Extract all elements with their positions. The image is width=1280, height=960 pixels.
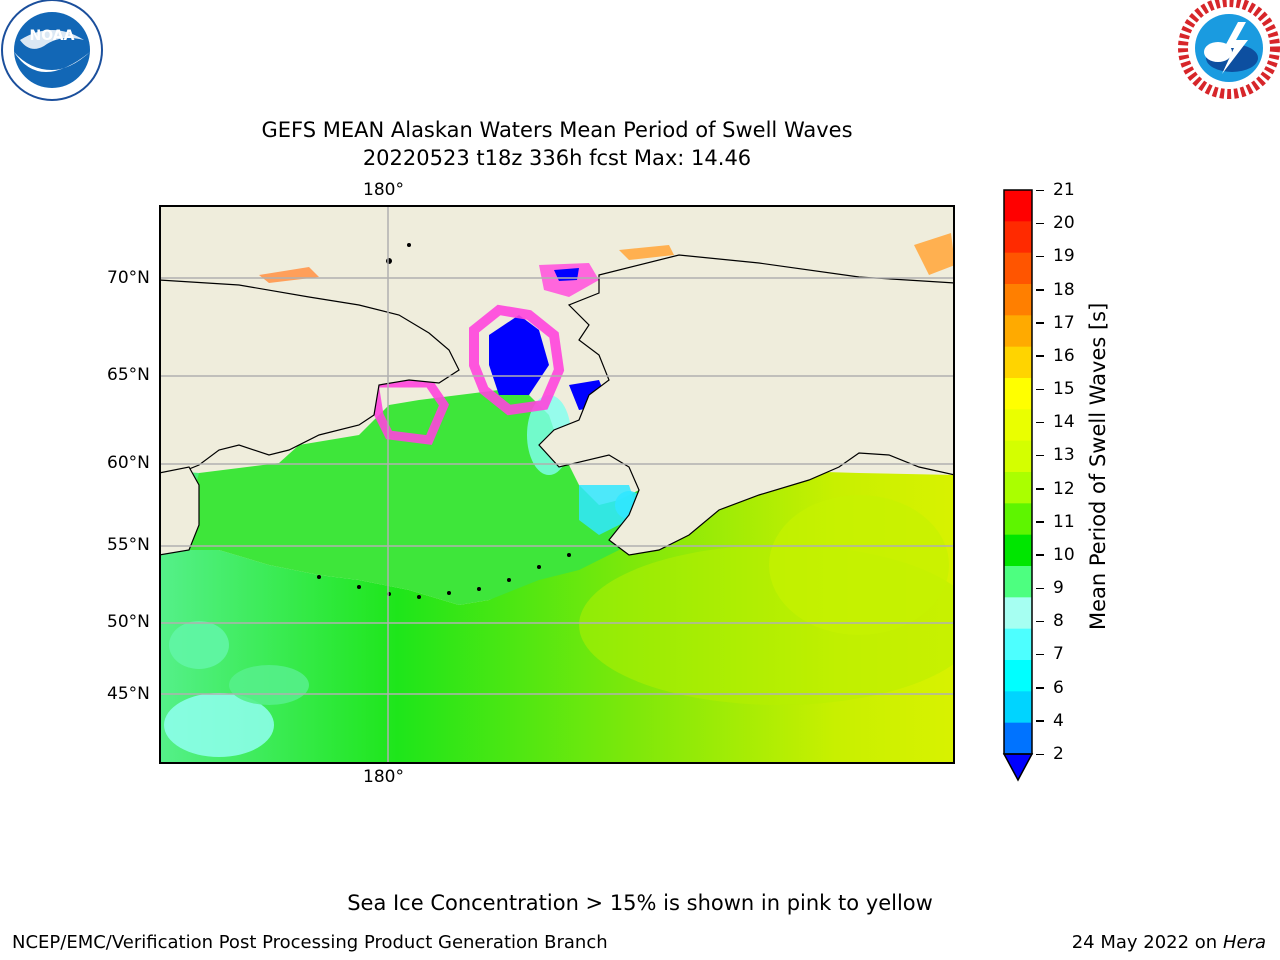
noaa-logo-text: NOAA xyxy=(30,28,75,44)
colorbar-tick-label: 13 xyxy=(1053,445,1075,466)
colorbar-tick-label: 9 xyxy=(1053,578,1064,599)
colorbar-tick-mark xyxy=(1036,521,1044,523)
colorbar-tick-mark xyxy=(1036,322,1044,324)
colorbar-tick-label: 19 xyxy=(1053,246,1075,267)
colorbar-tick-mark xyxy=(1036,388,1044,391)
lat-label-55: 55°N xyxy=(107,535,150,555)
colorbar-segment xyxy=(1004,660,1032,692)
colorbar-tick-mark xyxy=(1036,222,1044,225)
plot-title-line1: GEFS MEAN Alaskan Waters Mean Period of … xyxy=(261,118,853,142)
colorbar-under-extension xyxy=(1002,753,1034,782)
colorbar-segment xyxy=(1004,503,1032,536)
colorbar xyxy=(1000,186,1040,786)
date-value: 24 May 2022 on xyxy=(1071,932,1218,953)
date-text: 24 May 2022 on Hera xyxy=(1072,932,1266,953)
lon-label-bottom: 180° xyxy=(363,767,404,787)
machine-name: Hera xyxy=(1222,932,1266,953)
colorbar-tick-mark xyxy=(1036,587,1044,590)
plot-title-line2: 20220523 t18z 336h fcst Max: 14.46 xyxy=(362,146,752,170)
ice-coastal-mid xyxy=(619,245,674,260)
colorbar-segment xyxy=(1004,472,1032,504)
colorbar-segment xyxy=(1004,221,1032,254)
map-panel xyxy=(158,205,979,764)
sea-ice-note: Sea Ice Concentration > 15% is shown in … xyxy=(347,891,933,915)
ice-edge-norton xyxy=(469,304,565,416)
colorbar-tick-label: 10 xyxy=(1053,544,1075,565)
colorbar-segment xyxy=(1004,440,1032,473)
lon-label-top: 180° xyxy=(363,180,404,200)
colorbar-tick-label: 17 xyxy=(1053,312,1075,333)
colorbar-tick-label: 15 xyxy=(1053,379,1075,400)
colorbar-tick-mark xyxy=(1036,653,1044,656)
colorbar-segment xyxy=(1004,534,1032,567)
ice-coastal-ne xyxy=(914,233,955,275)
colorbar-tick-label: 16 xyxy=(1053,345,1075,366)
colorbar-tick-mark xyxy=(1036,355,1044,357)
colorbar-tick-label: 12 xyxy=(1053,478,1075,499)
colorbar-tick-label: 4 xyxy=(1053,710,1064,731)
colorbar-tick-mark xyxy=(1036,554,1044,556)
swell-patch xyxy=(169,621,229,669)
colorbar-tick-label: 18 xyxy=(1053,279,1075,300)
land-alaska xyxy=(538,254,956,556)
colorbar-label: Mean Period of Swell Waves [s] xyxy=(1086,302,1110,630)
colorbar-segment xyxy=(1004,628,1032,661)
colorbar-tick-mark xyxy=(1036,255,1044,258)
colorbar-segment xyxy=(1004,409,1032,442)
colorbar-tick-label: 8 xyxy=(1053,611,1064,632)
swell-patch xyxy=(769,495,949,635)
noaa-logo: NOAA xyxy=(0,0,104,104)
colorbar-segment xyxy=(1004,346,1032,379)
colorbar-tick-mark xyxy=(1036,620,1044,623)
colorbar-tick-mark xyxy=(1036,189,1044,191)
colorbar-outline xyxy=(1003,189,1033,755)
colorbar-tick-mark xyxy=(1036,687,1044,689)
colorbar-tick-mark xyxy=(1036,421,1044,424)
colorbar-tick-label: 7 xyxy=(1053,644,1064,665)
colorbar-tick-mark xyxy=(1036,753,1044,755)
map-frame xyxy=(159,205,955,764)
bering-sea-field xyxy=(179,390,709,605)
colorbar-tick-mark xyxy=(1036,454,1044,457)
swell-patch xyxy=(164,693,274,757)
graticule xyxy=(159,205,955,764)
colorbar-tick-label: 20 xyxy=(1053,213,1075,234)
colorbar-tick-mark xyxy=(1036,488,1044,490)
ice-edge-chukotka xyxy=(368,378,450,445)
colorbar-tick-mark xyxy=(1036,720,1044,722)
lat-label-50: 50°N xyxy=(107,612,150,632)
colorbar-segment xyxy=(1004,722,1032,755)
colorbar-tick-label: 2 xyxy=(1053,744,1064,764)
colorbar-tick-label: 11 xyxy=(1053,511,1075,532)
lat-label-70: 70°N xyxy=(107,268,150,288)
colorbar-segment xyxy=(1004,597,1032,630)
colorbar-tick-label: 21 xyxy=(1053,180,1075,200)
colorbar-segment xyxy=(1004,566,1032,598)
lat-label-45: 45°N xyxy=(107,684,150,704)
lat-label-60: 60°N xyxy=(107,453,150,473)
colorbar-tick-mark xyxy=(1036,289,1044,291)
lat-label-65: 65°N xyxy=(107,365,150,385)
nws-logo xyxy=(1178,0,1280,100)
ice-norton-sound xyxy=(489,315,549,395)
ice-coastal-north xyxy=(259,267,319,283)
swell-patch xyxy=(229,665,309,705)
colorbar-tick-label: 6 xyxy=(1053,677,1064,698)
colorbar-segment xyxy=(1004,691,1032,724)
colorbar-tick-label: 14 xyxy=(1053,412,1075,433)
credit-text: NCEP/EMC/Verification Post Processing Pr… xyxy=(12,932,608,953)
colorbar-segment xyxy=(1004,252,1032,285)
colorbar-segment xyxy=(1004,284,1032,316)
colorbar-segment xyxy=(1004,378,1032,410)
colorbar-segment xyxy=(1004,190,1032,222)
colorbar-segment xyxy=(1004,315,1032,348)
